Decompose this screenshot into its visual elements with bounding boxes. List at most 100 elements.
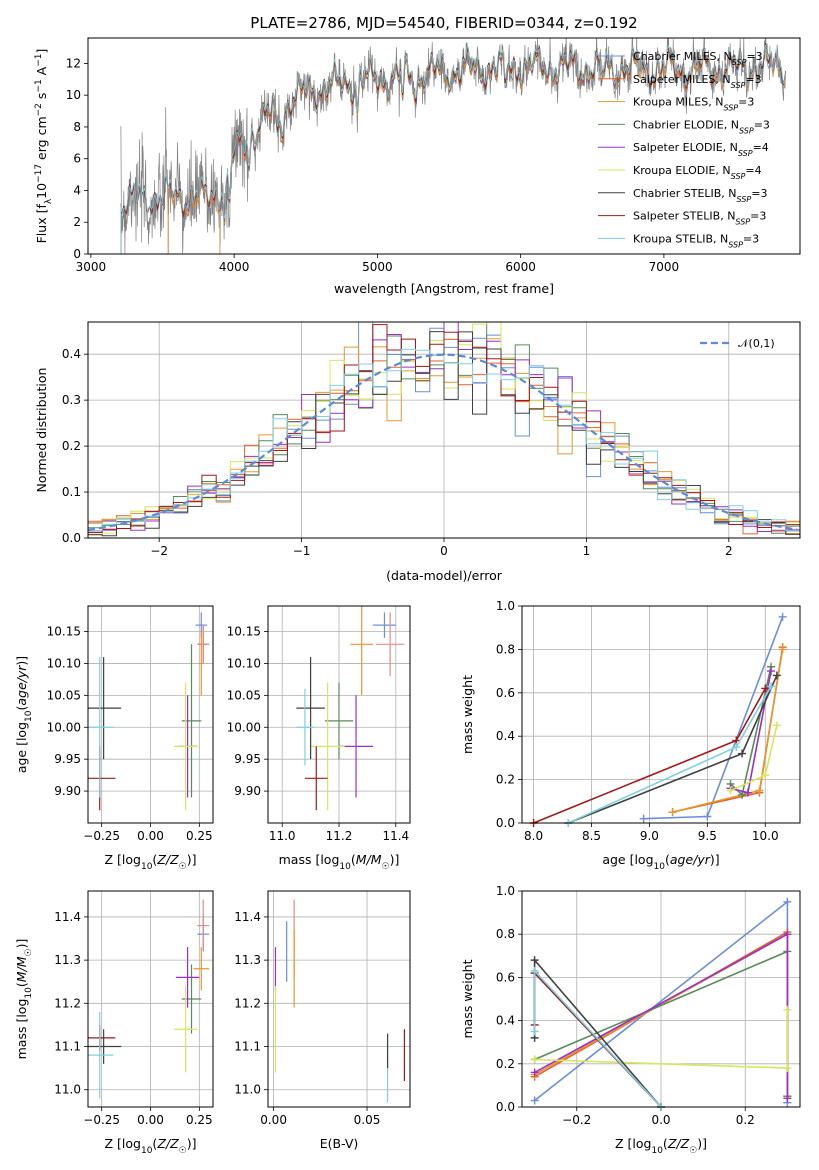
label-part: )] [187,852,197,867]
label-part: Z/Z [156,1136,179,1151]
y-tick-label: 1.0 [496,599,515,613]
x-tick-label: 0.00 [260,1113,287,1127]
legend-sub: SSP [738,149,753,158]
weight-marker [530,1096,539,1105]
weight-marker [530,1055,539,1064]
label-part: Z [log [105,1136,141,1151]
weight-marker [738,790,747,799]
weight-marker [778,645,787,654]
label-part: Z/Z [156,852,179,867]
weight-marker [668,808,677,817]
y-tick-label: 0.2 [496,773,515,787]
weight-marker [783,1094,792,1103]
weight-marker [783,930,792,939]
legend-count: =4 [753,141,769,154]
x-tick-label: −1 [293,544,311,558]
weight-marker [732,743,741,752]
y-axis-label: mass [log10(M/M☉)] [14,939,34,1060]
label-part: M/M [14,956,29,982]
x-axis-label: (data-model)/error [386,568,503,583]
weight-marker [530,1027,539,1036]
weight-marker [530,966,539,975]
label-part: ☉ [179,862,187,872]
legend-count: =3 [751,187,767,200]
weight-marker [639,814,648,823]
legend-name: Kroupa STELIB, N [633,232,728,245]
label-part: ] [34,49,49,54]
weight-marker [738,749,747,758]
x-tick-label: 9.0 [640,829,659,843]
y-tick-label: 0.0 [496,816,515,830]
legend-entry: Chabrier STELIB, NSSP=3 [633,187,767,204]
legend-entry: Salpeter ELODIE, NSSP=4 [633,141,769,158]
legend-name: Chabrier ELODIE, N [633,118,739,131]
label-part: −1 [34,54,44,67]
y-axis-label: Flux [fλ10−17 erg cm−2 s−1 A−1] [34,49,54,244]
y-tick-label: 11.4 [54,910,81,924]
legend-name: Kroupa ELODIE, N [633,164,731,177]
label-part: ( [14,706,29,711]
legend-name: Salpeter MILES, N [633,73,731,86]
x-tick-label: −0.25 [83,829,120,843]
y-tick-label: 6 [73,152,81,166]
label-part: ( [152,1136,157,1151]
legend-sub: SSP [731,172,746,181]
weight-marker [783,897,792,906]
model-spectrum-line [120,43,787,254]
y-tick-label: 0.3 [62,393,81,407]
x-tick-label: −0.25 [83,1113,120,1127]
y-tick-label: 0.6 [496,970,515,984]
y-tick-label: 12 [66,56,81,70]
label-part: E(B-V) [320,1136,359,1151]
label-part: 10 [24,710,34,722]
label-part: ( [665,852,670,867]
legend-count: =3 [746,50,762,63]
x-axis-label: E(B-V) [320,1136,359,1151]
histogram-step [88,348,800,532]
weight-marker [772,671,781,680]
label-part: ( [152,852,157,867]
label-part: age [log [14,722,29,773]
y-tick-label: 0.6 [496,686,515,700]
y-tick-label: 0.2 [62,439,81,453]
x-tick-label: 11.2 [326,829,353,843]
legend-count: =3 [754,118,770,131]
label-part: 10 [24,987,34,999]
weight-marker [772,721,781,730]
y-tick-label: 11.0 [54,1083,81,1097]
legend-sub: SSP [737,194,752,203]
y-tick-label: 10.10 [227,656,261,670]
x-tick-label: −0.2 [562,1113,591,1127]
legend-entry: Salpeter MILES, NSSP=3 [633,73,762,90]
y-tick-label: 0.0 [496,1100,515,1114]
weight-line [568,675,778,823]
axes-frame [267,605,411,824]
x-tick-label: 8.5 [582,829,601,843]
legend-sub: SSP [723,103,738,112]
label-part: Z/Z [667,1136,690,1151]
spectrum-panel: 3000 4000 5000 6000 7000 0 2 4 6 8 10 12 PLATE=2786,… [34,14,801,296]
y-tick-label: 0.4 [62,347,81,361]
y-tick-label: 9.95 [54,752,81,766]
weight-line [672,647,784,813]
legend-count: =3 [745,73,761,86]
x-tick-label: 0.25 [186,829,213,843]
weight-marker [726,786,735,795]
y-tick-label: 11.1 [54,1040,81,1054]
x-tick-label: 5000 [362,260,393,274]
x-tick-label: 0.2 [736,1113,755,1127]
legend-sub: SSP [728,240,743,249]
weight-marker [761,771,770,780]
age-vs-mass-panel: 11.0 11.2 11.4 9.90 9.95 10.00 10.05 10.10 10.15… [227,605,411,872]
label-part: −2 [34,103,44,116]
label-part: ☉ [689,1146,697,1156]
label-part: 10 [141,1146,153,1156]
weight-marker [761,684,770,693]
label-part: mass [log [14,999,29,1060]
y-tick-label: 10.10 [47,656,81,670]
label-part: Z [log [615,1136,651,1151]
y-axis-label: mass weight [460,675,475,754]
label-part: 10 [339,862,351,872]
weight-marker [755,786,764,795]
